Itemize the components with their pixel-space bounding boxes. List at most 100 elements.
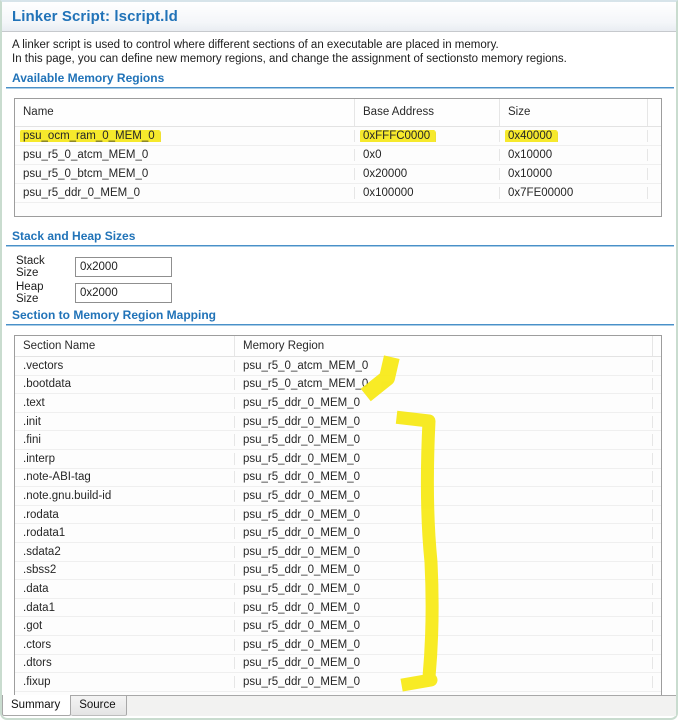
stack-size-label: Stack Size (16, 255, 45, 279)
memory-regions-table[interactable]: Name Base Address Size psu_ocm_ram_0_MEM… (14, 98, 662, 217)
tab-summary[interactable]: Summary (2, 695, 72, 716)
tab-source[interactable]: Source (71, 696, 127, 716)
table-cell: .fini (15, 434, 235, 447)
yellow-highlight-mark: 0xFFFC0000 (360, 130, 436, 142)
memory-region-row-psu_ocm_ram_0_MEM_0[interactable]: psu_ocm_ram_0_MEM_0 0xFFFC0000 0x40000 (15, 127, 661, 146)
table-cell: .text (15, 396, 235, 409)
table-cell: psu_r5_ddr_0_MEM_0 (235, 527, 653, 540)
memory-regions-heading: Available Memory Regions (12, 71, 165, 85)
yellow-highlight-mark: 0x40000 (505, 130, 558, 142)
memory-regions-table-header: Name Base Address Size (15, 99, 661, 127)
table-cell: .note.gnu.build-id (15, 489, 235, 502)
heap-size-label: Heap Size (16, 281, 44, 305)
section-mapping-row-.fixup[interactable]: .fixup psu_r5_ddr_0_MEM_0 (15, 673, 661, 692)
description-line-1: A linker script is used to control where… (12, 39, 499, 51)
table-cell: psu_r5_ddr_0_MEM_0 (235, 601, 653, 614)
table-cell: psu_r5_ddr_0_MEM_0 (235, 564, 653, 577)
column-header-filler (653, 336, 661, 356)
section-mapping-table[interactable]: Section Name Memory Region .vectors psu_r… (14, 335, 662, 699)
section-mapping-heading: Section to Memory Region Mapping (12, 308, 217, 322)
stack-size-input[interactable] (75, 257, 172, 277)
section-mapping-row-.data1[interactable]: .data1 psu_r5_ddr_0_MEM_0 (15, 599, 661, 618)
memory-regions-divider (6, 87, 674, 89)
column-header-memory-region[interactable]: Memory Region (235, 336, 653, 356)
table-cell: .data (15, 582, 235, 595)
table-cell: 0x10000 (500, 149, 648, 161)
table-cell: psu_ocm_ram_0_MEM_0 (15, 130, 355, 142)
table-cell: psu_r5_0_atcm_MEM_0 (235, 359, 653, 372)
table-cell: .sdata2 (15, 545, 235, 558)
description-line-2: In this page, you can define new memory … (12, 52, 567, 65)
section-mapping-row-.vectors[interactable]: .vectors psu_r5_0_atcm_MEM_0 (15, 357, 661, 376)
section-mapping-row-.fini[interactable]: .fini psu_r5_ddr_0_MEM_0 (15, 431, 661, 450)
section-mapping-row-.init[interactable]: .init psu_r5_ddr_0_MEM_0 (15, 413, 661, 432)
section-mapping-row-.bootdata[interactable]: .bootdata psu_r5_0_atcm_MEM_0 (15, 376, 661, 395)
table-cell: psu_r5_0_atcm_MEM_0 (15, 149, 355, 161)
table-cell: .sbss2 (15, 564, 235, 577)
table-cell: .ctors (15, 638, 235, 651)
section-mapping-row-.ctors[interactable]: .ctors psu_r5_ddr_0_MEM_0 (15, 636, 661, 655)
table-cell: psu_r5_ddr_0_MEM_0 (235, 396, 653, 409)
section-mapping-divider (6, 324, 674, 326)
table-cell: 0x40000 (500, 130, 648, 142)
table-cell: psu_r5_ddr_0_MEM_0 (235, 657, 653, 670)
table-cell: psu_r5_ddr_0_MEM_0 (235, 638, 653, 651)
table-cell: .rodata (15, 508, 235, 521)
stack-heap-heading: Stack and Heap Sizes (12, 229, 136, 243)
table-cell: psu_r5_ddr_0_MEM_0 (235, 620, 653, 633)
table-cell: psu_r5_ddr_0_MEM_0 (235, 415, 653, 428)
table-cell: 0x100000 (355, 187, 500, 199)
table-cell: 0x20000 (355, 168, 500, 180)
table-cell: .vectors (15, 359, 235, 372)
table-cell: 0x0 (355, 149, 500, 161)
column-header-filler (648, 99, 661, 126)
table-cell: psu_r5_0_atcm_MEM_0 (235, 378, 653, 391)
table-cell: psu_r5_0_btcm_MEM_0 (15, 168, 355, 180)
column-header-size[interactable]: Size (500, 99, 648, 126)
table-cell: psu_r5_ddr_0_MEM_0 (235, 545, 653, 558)
column-header-name[interactable]: Name (15, 99, 355, 126)
section-mapping-table-header: Section Name Memory Region (15, 336, 661, 357)
table-cell: .interp (15, 452, 235, 465)
table-cell: .fixup (15, 675, 235, 688)
memory-region-row-psu_r5_ddr_0_MEM_0[interactable]: psu_r5_ddr_0_MEM_0 0x100000 0x7FE00000 (15, 184, 661, 203)
page-description: A linker script is used to control where… (12, 39, 668, 66)
table-cell: psu_r5_ddr_0_MEM_0 (235, 675, 653, 688)
table-cell: .init (15, 415, 235, 428)
memory-regions-table-body: psu_ocm_ram_0_MEM_0 0xFFFC0000 0x40000 psu_… (15, 127, 661, 203)
table-cell: .note-ABI-tag (15, 471, 235, 484)
section-mapping-row-.note-ABI-tag[interactable]: .note-ABI-tag psu_r5_ddr_0_MEM_0 (15, 469, 661, 488)
table-cell: .data1 (15, 601, 235, 614)
table-cell: psu_r5_ddr_0_MEM_0 (235, 452, 653, 465)
heap-size-input[interactable] (75, 283, 172, 303)
memory-region-row-psu_r5_0_btcm_MEM_0[interactable]: psu_r5_0_btcm_MEM_0 0x20000 0x10000 (15, 165, 661, 184)
section-mapping-row-.interp[interactable]: .interp psu_r5_ddr_0_MEM_0 (15, 450, 661, 469)
editor-tab-bar: Summary Source (2, 695, 676, 716)
table-cell: psu_r5_ddr_0_MEM_0 (235, 489, 653, 502)
yellow-highlight-mark: psu_ocm_ram_0_MEM_0 (20, 130, 160, 142)
stack-heap-divider (6, 245, 674, 247)
table-cell: psu_r5_ddr_0_MEM_0 (15, 187, 355, 199)
stack-size-field-row: Stack Size (16, 255, 172, 279)
section-mapping-row-.sdata2[interactable]: .sdata2 psu_r5_ddr_0_MEM_0 (15, 543, 661, 562)
table-cell: psu_r5_ddr_0_MEM_0 (235, 582, 653, 595)
section-mapping-row-.sbss2[interactable]: .sbss2 psu_r5_ddr_0_MEM_0 (15, 562, 661, 581)
section-mapping-row-.rodata[interactable]: .rodata psu_r5_ddr_0_MEM_0 (15, 506, 661, 525)
section-mapping-table-body: .vectors psu_r5_0_atcm_MEM_0 .bootdata psu_… (15, 357, 661, 692)
table-cell: .rodata1 (15, 527, 235, 540)
section-mapping-row-.dtors[interactable]: .dtors psu_r5_ddr_0_MEM_0 (15, 655, 661, 674)
section-mapping-row-.got[interactable]: .got psu_r5_ddr_0_MEM_0 (15, 617, 661, 636)
section-mapping-row-.rodata1[interactable]: .rodata1 psu_r5_ddr_0_MEM_0 (15, 524, 661, 543)
column-header-section-name[interactable]: Section Name (15, 336, 235, 356)
table-cell: 0xFFFC0000 (355, 130, 500, 142)
section-mapping-row-.data[interactable]: .data psu_r5_ddr_0_MEM_0 (15, 580, 661, 599)
section-mapping-row-.text[interactable]: .text psu_r5_ddr_0_MEM_0 (15, 394, 661, 413)
form-header: Linker Script: lscript.ld (2, 2, 676, 32)
table-cell: .got (15, 620, 235, 633)
column-header-base-address[interactable]: Base Address (355, 99, 500, 126)
memory-region-row-psu_r5_0_atcm_MEM_0[interactable]: psu_r5_0_atcm_MEM_0 0x0 0x10000 (15, 146, 661, 165)
editor-tabs: Summary Source (2, 695, 127, 716)
section-mapping-row-.note.gnu.build-id[interactable]: .note.gnu.build-id psu_r5_ddr_0_MEM_0 (15, 487, 661, 506)
table-cell: .dtors (15, 657, 235, 670)
